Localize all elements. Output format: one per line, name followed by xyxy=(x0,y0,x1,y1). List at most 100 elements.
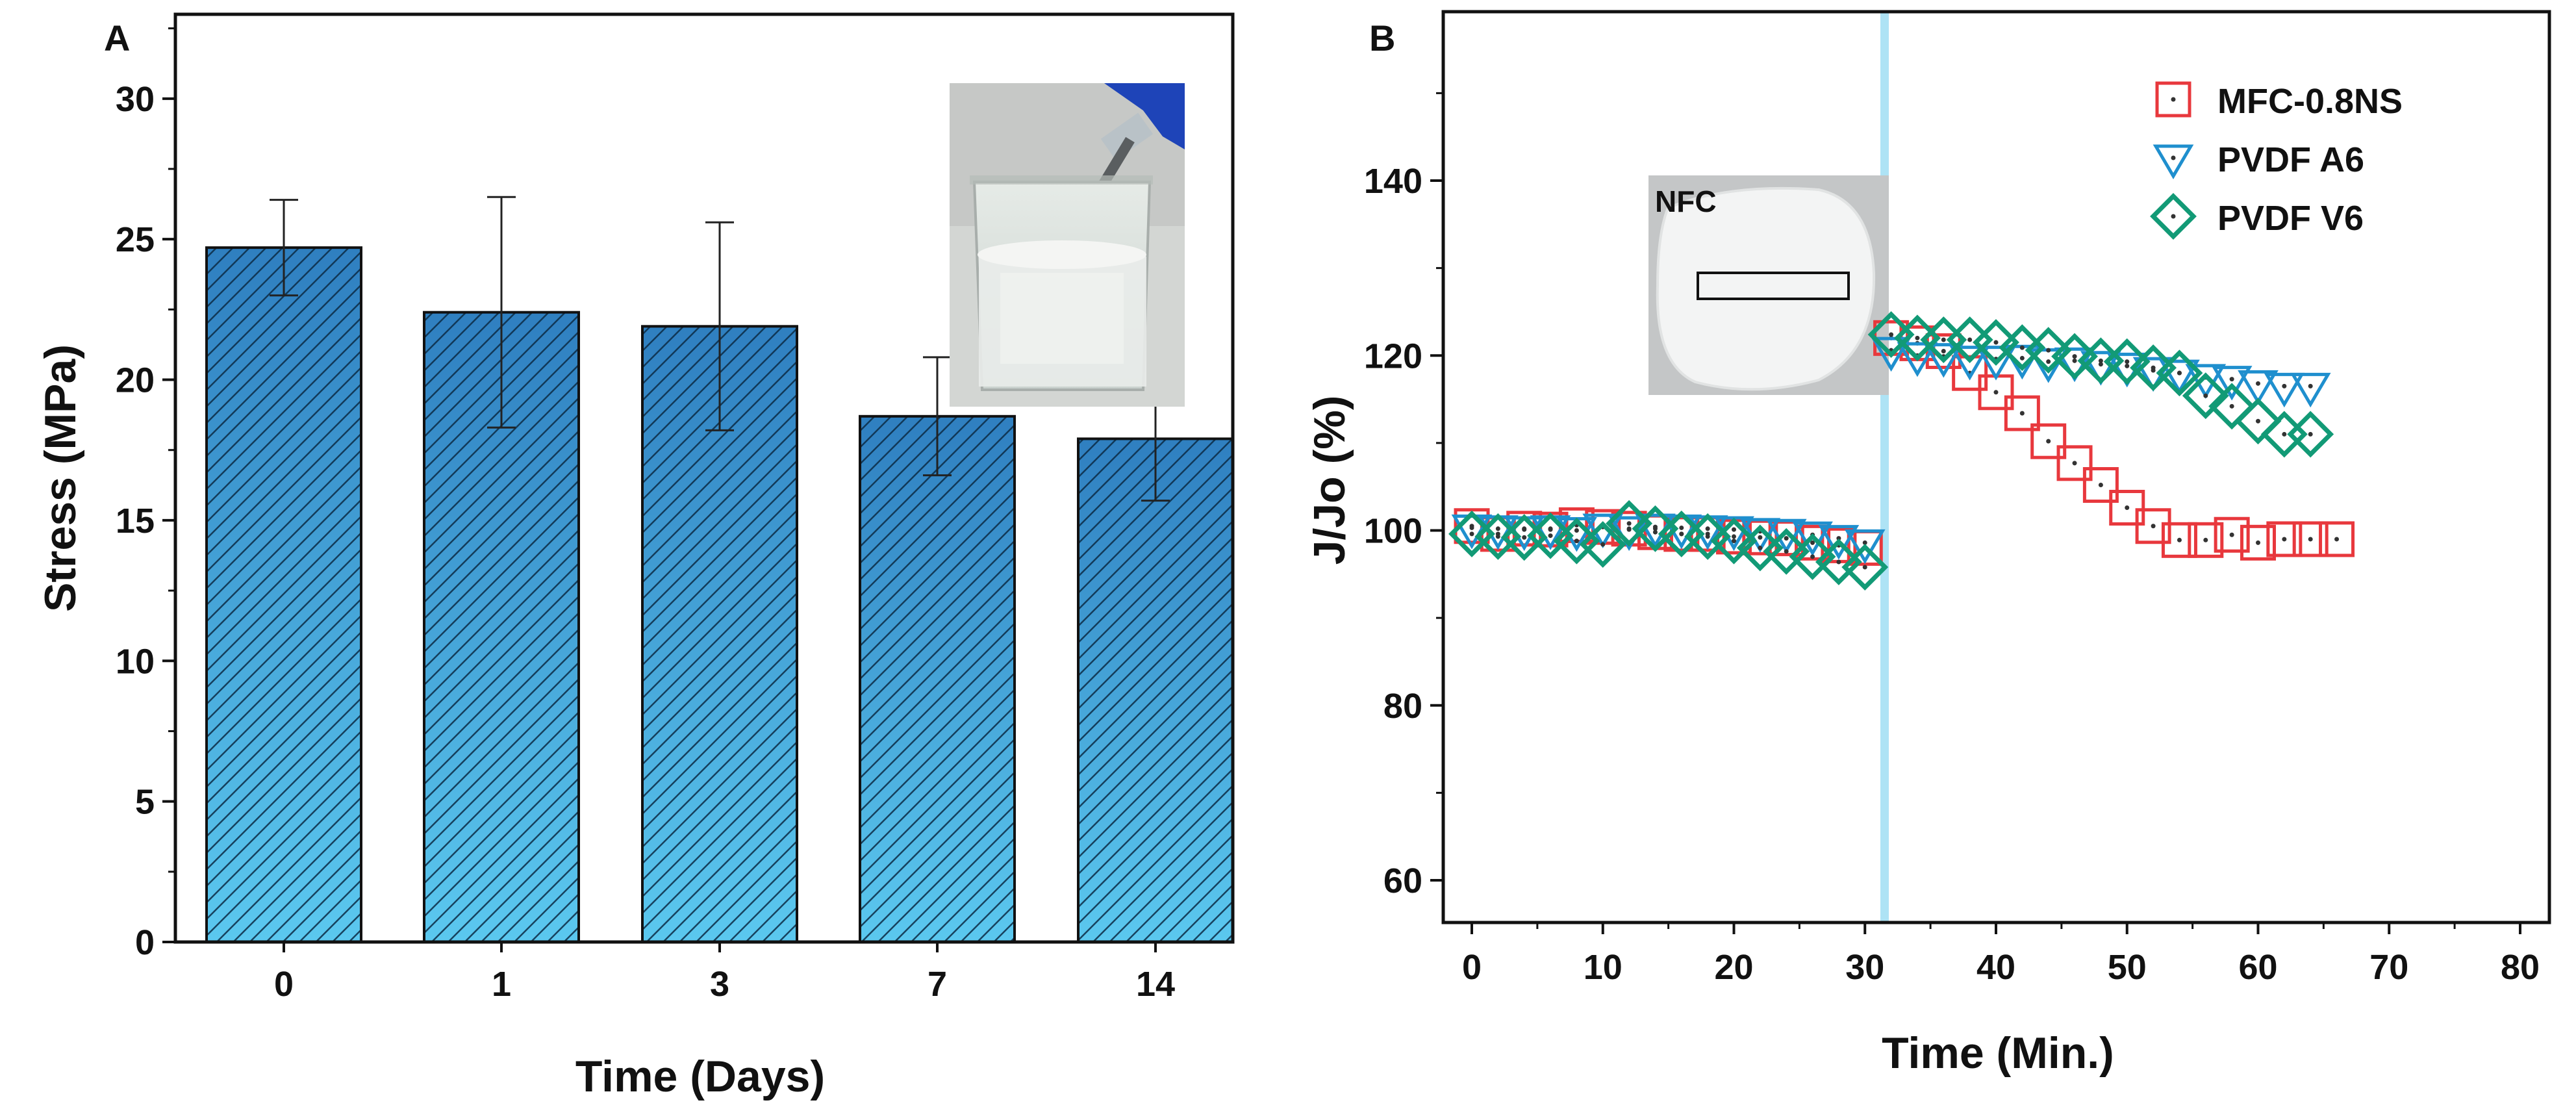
point-pvdf-a6 xyxy=(1818,525,1860,560)
panel-a-label: A xyxy=(104,18,130,58)
point-pvdf-v6-center xyxy=(1732,539,1736,544)
y-tick-label-10: 10 xyxy=(116,642,155,681)
point-pvdf-a6 xyxy=(1923,343,1964,378)
point-pvdf-a6-center xyxy=(1548,526,1553,531)
point-pvdf-v6-center xyxy=(2308,431,2313,437)
panel-b-scatter-chart: B NFC 60 80 100 120 140 0 10 20 30 40 50 60 70 80 Time… xyxy=(1305,10,2551,1078)
point-pvdf-a6-center xyxy=(2125,363,2130,368)
point-pvdf-v6-center xyxy=(2282,431,2287,437)
y-tick-label-5: 5 xyxy=(135,783,155,822)
point-mfc-0-8ns xyxy=(2214,516,2250,553)
point-mfc-0-8ns xyxy=(2240,524,2276,561)
point-mfc-0-8ns-center xyxy=(2256,540,2260,545)
point-pvdf-a6-center xyxy=(1732,527,1736,532)
point-pvdf-a6-center xyxy=(1862,540,1867,545)
point-pvdf-v6 xyxy=(1606,500,1653,547)
panel-b-y-axis-title: J/Jo (%) xyxy=(1305,396,1354,565)
point-mfc-0-8ns-center xyxy=(1652,529,1658,535)
point-pvdf-a6 xyxy=(1871,337,1912,372)
point-pvdf-v6 xyxy=(1841,544,1889,591)
point-mfc-0-8ns-center xyxy=(1810,540,1815,545)
x-tick-label-14: 14 xyxy=(1136,965,1175,1004)
point-mfc-0-8ns-center xyxy=(1784,536,1789,541)
nfc-inset-label: NFC xyxy=(1655,185,1717,218)
legend-label-mfc-0-8ns: MFC-0.8NS xyxy=(2217,82,2403,121)
point-mfc-0-8ns-center xyxy=(1732,534,1736,539)
point-mfc-0-8ns xyxy=(2030,423,2067,459)
point-pvdf-v6 xyxy=(2156,350,2203,397)
point-pvdf-a6-center xyxy=(2072,358,2077,363)
panel-a-frame xyxy=(173,12,1235,944)
b-x-tick-label-40: 40 xyxy=(1976,948,2015,987)
point-pvdf-v6-center xyxy=(1836,559,1841,565)
point-pvdf-a6-center xyxy=(1679,525,1684,530)
b-x-tick-label-60: 60 xyxy=(2238,948,2277,987)
x-tick-label-0: 0 xyxy=(274,965,294,1004)
panel-b-axes: 60 80 100 120 140 0 10 20 30 40 50 60 70 80 Time (Min.… xyxy=(1305,10,2551,1078)
point-pvdf-a6-center xyxy=(1705,526,1710,531)
point-mfc-0-8ns xyxy=(2135,508,2171,544)
b-y-tick-label-60: 60 xyxy=(1383,861,1422,900)
point-pvdf-v6 xyxy=(1973,319,2019,366)
point-pvdf-v6 xyxy=(1684,513,1732,560)
point-mfc-0-8ns-center xyxy=(2282,537,2287,542)
point-mfc-0-8ns-center xyxy=(2229,532,2234,537)
point-pvdf-v6-center xyxy=(1705,534,1710,539)
point-pvdf-v6 xyxy=(1789,533,1836,580)
point-mfc-0-8ns xyxy=(2292,521,2329,557)
point-mfc-0-8ns xyxy=(2188,522,2224,558)
point-pvdf-v6 xyxy=(2025,327,2072,374)
point-pvdf-v6-center xyxy=(2177,370,2182,375)
point-mfc-0-8ns xyxy=(2004,395,2040,431)
bar-hatch-0 xyxy=(207,248,361,943)
point-pvdf-v6-center xyxy=(1862,565,1867,570)
point-mfc-0-8ns xyxy=(2161,522,2197,558)
point-pvdf-v6 xyxy=(2234,398,2282,445)
legend-label-pvdf-v6: PVDF V6 xyxy=(2217,199,2364,238)
point-pvdf-v6 xyxy=(1579,521,1626,568)
panel-a-bars xyxy=(205,246,1234,943)
point-mfc-0-8ns xyxy=(2082,466,2119,503)
b-x-tick-label-30: 30 xyxy=(1845,948,1884,987)
b-x-tick-label-20: 20 xyxy=(1714,948,1753,987)
point-pvdf-a6-center xyxy=(1574,528,1579,533)
point-pvdf-a6-center xyxy=(1495,526,1500,531)
point-mfc-0-8ns-center xyxy=(2019,411,2025,416)
b-x-tick-label-50: 50 xyxy=(2108,948,2147,987)
point-pvdf-a6-center xyxy=(1836,536,1841,541)
point-pvdf-v6 xyxy=(2208,383,2256,430)
point-pvdf-v6-center xyxy=(2019,345,2025,350)
legend-label-pvdf-a6: PVDF A6 xyxy=(2217,140,2364,179)
point-mfc-0-8ns-center xyxy=(2125,505,2130,510)
b-y-tick-label-120: 120 xyxy=(1364,337,1422,375)
panel-a-axes: 0 1 3 7 14 0 5 10 15 20 25 30 Time (Days) Stress (MPa… xyxy=(36,12,1235,1101)
point-pvdf-v6-center xyxy=(2151,365,2156,370)
panel-b-label: B xyxy=(1369,18,1395,58)
point-pvdf-a6-center xyxy=(2229,377,2234,382)
series-pvdf-v6 xyxy=(1448,311,2334,591)
point-pvdf-a6 xyxy=(1765,518,1807,554)
x-tick-label-7: 7 xyxy=(928,965,947,1004)
point-mfc-0-8ns xyxy=(2319,521,2355,557)
y-tick-label-20: 20 xyxy=(116,361,155,400)
legend-marker-pvdf-a6 xyxy=(2153,144,2194,179)
point-pvdf-a6-center xyxy=(2256,381,2260,386)
legend-marker-pvdf-v6 xyxy=(2150,193,2197,240)
b-x-tick-label-80: 80 xyxy=(2501,948,2540,987)
y-tick-label-15: 15 xyxy=(116,502,155,541)
point-pvdf-v6 xyxy=(1527,512,1574,559)
panel-b-legend: MFC-0.8NS PVDF A6 PVDF V6 xyxy=(2150,81,2403,240)
point-pvdf-v6-center xyxy=(1941,337,1946,342)
y-tick-label-0: 0 xyxy=(135,923,155,962)
point-pvdf-a6 xyxy=(1975,346,2017,381)
y-tick-label-30: 30 xyxy=(116,80,155,119)
point-pvdf-v6-center xyxy=(1652,526,1658,531)
b-y-tick-label-100: 100 xyxy=(1364,512,1422,551)
point-pvdf-a6 xyxy=(1897,342,1938,377)
legend-marker-pvdf-a6-center xyxy=(2171,155,2176,160)
point-pvdf-a6-center xyxy=(2282,383,2287,388)
point-pvdf-v6-center xyxy=(1469,531,1474,537)
legend-marker-mfc-0-8ns xyxy=(2155,81,2191,118)
point-pvdf-a6-center xyxy=(1469,525,1474,530)
point-pvdf-v6-center xyxy=(1889,332,1894,337)
